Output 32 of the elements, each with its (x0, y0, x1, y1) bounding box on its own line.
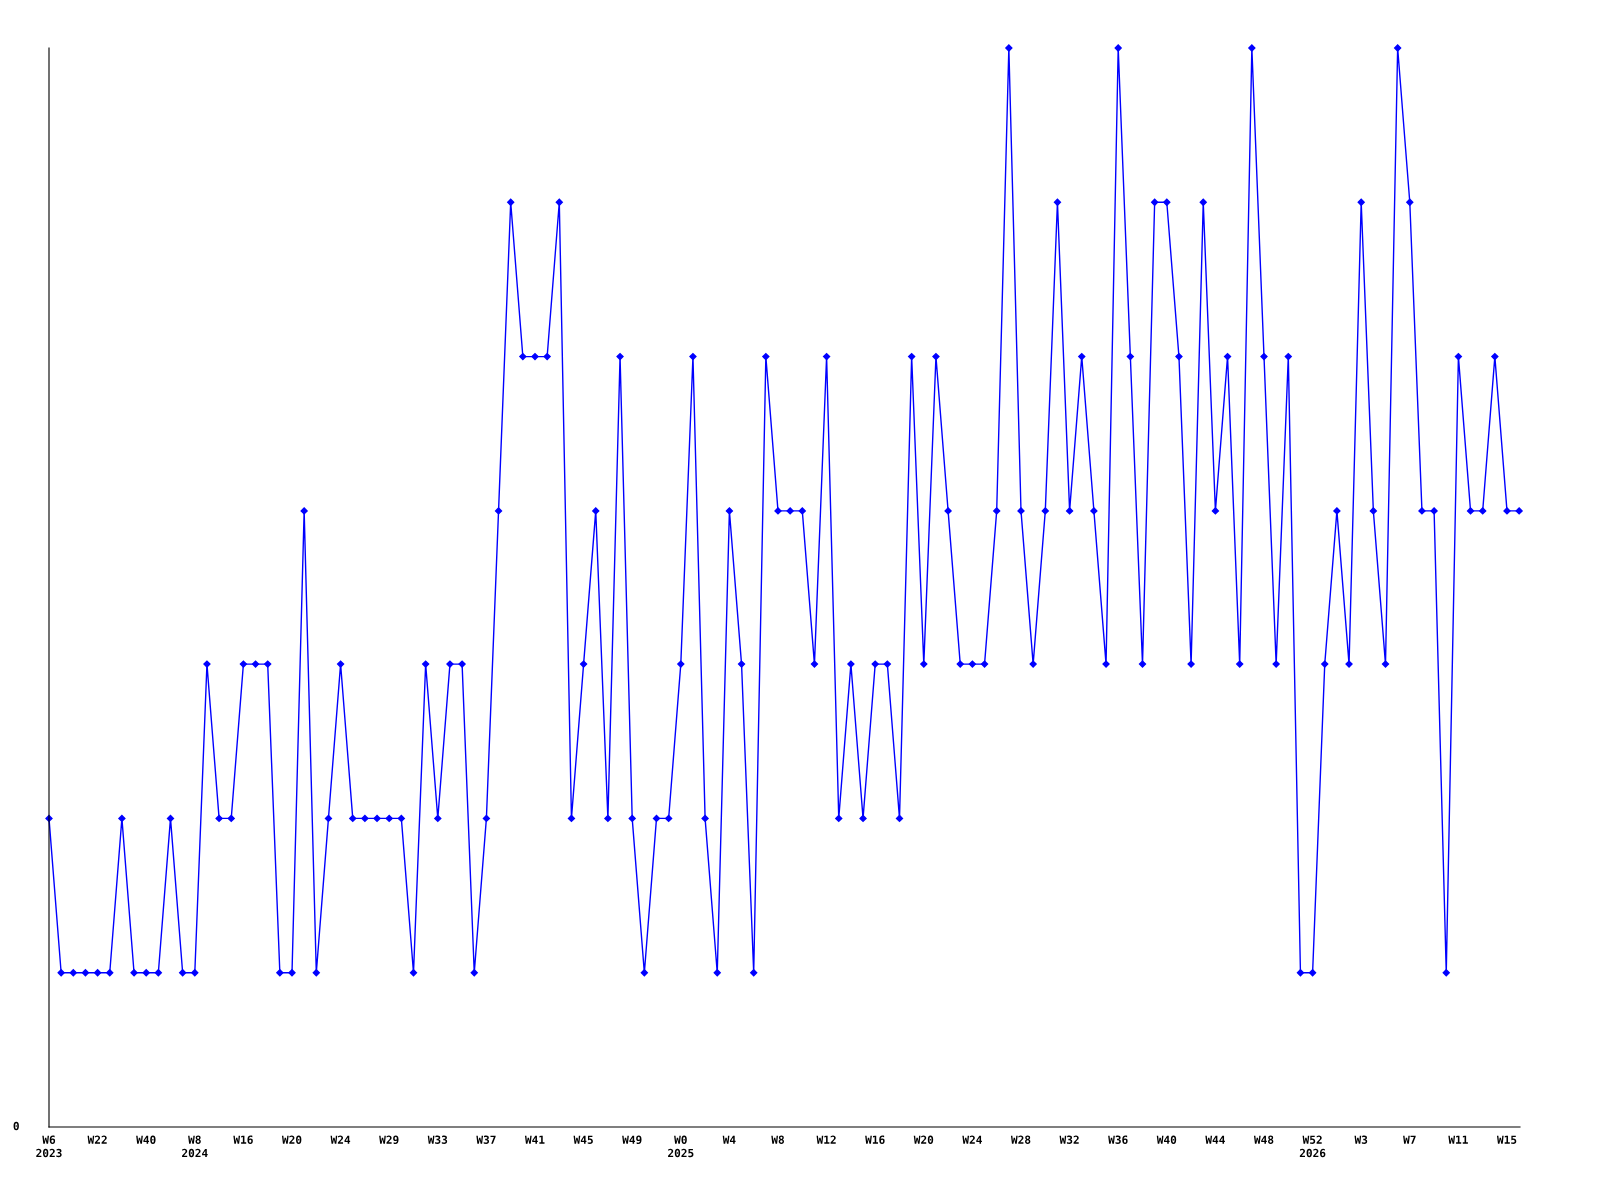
x-tick-label: W20 (281, 1135, 302, 1144)
x-tick-label: W3 (1354, 1135, 1368, 1144)
x-tick-label: W22 (87, 1135, 107, 1144)
x-tick-label: W48 (1253, 1135, 1274, 1144)
x-tick-label: W8 2024 (182, 1135, 208, 1158)
x-tick-label: W40 (136, 1135, 156, 1144)
x-tick-label: W45 (573, 1135, 593, 1144)
x-tick-label: W16 (233, 1135, 253, 1144)
x-tick-label: W32 (1059, 1135, 1079, 1144)
x-tick-label: W49 (622, 1135, 642, 1144)
x-tick-label: W36 (1108, 1135, 1128, 1144)
x-tick-label: W40 (1156, 1135, 1177, 1144)
x-tick-label: W41 (524, 1135, 545, 1144)
x-tick-label: W16 (865, 1135, 885, 1144)
x-tick-label: W12 (816, 1135, 836, 1144)
x-tick-label: W33 (427, 1135, 448, 1144)
x-tick-label: W8 (771, 1135, 784, 1144)
x-tick-label: W24 (962, 1135, 982, 1144)
x-tick-label: W24 (330, 1135, 351, 1144)
x-tick-label: W28 (1010, 1135, 1031, 1144)
x-tick-label: W52 2026 (1299, 1135, 1326, 1158)
text: 0 (13, 1121, 19, 1131)
x-tick-label: W4 (722, 1135, 736, 1144)
x-tick-label: W29 (379, 1135, 399, 1144)
x-tick-label: W7 (1403, 1135, 1416, 1144)
x-tick-label: W37 (476, 1135, 496, 1144)
x-tick-label: W44 (1205, 1135, 1225, 1144)
x-tick-label: W15 (1496, 1135, 1517, 1144)
x-tick-label: W6 2023 (36, 1135, 62, 1158)
x-tick-label: W0 2025 (668, 1135, 694, 1158)
x-tick-label: W20 (913, 1135, 934, 1144)
x-tick-label: W11 (1448, 1135, 1468, 1144)
